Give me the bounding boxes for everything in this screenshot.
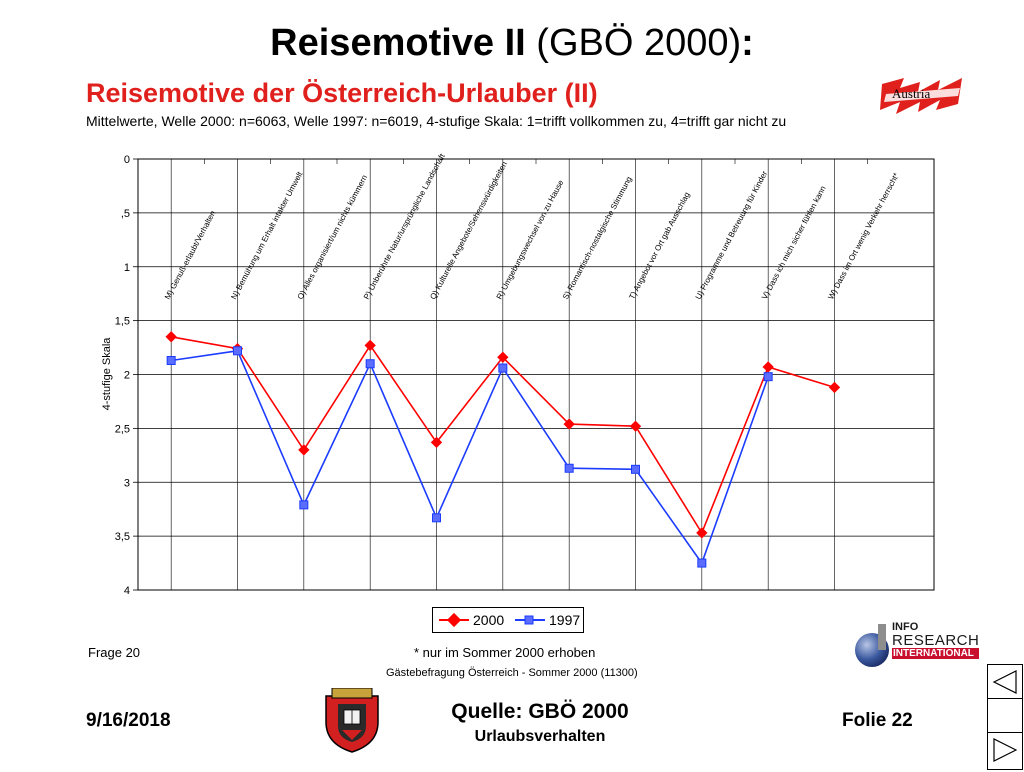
point-marker-1997 [233, 346, 242, 356]
x-category-label: S) Romantisch-nostalgische Stimmung [561, 175, 634, 301]
ir-logo-line-1: INFO [892, 621, 919, 633]
y-tick-label: 3,5 [115, 531, 130, 543]
info-research-logo: INFO RESEARCH INTERNATIONAL [852, 622, 980, 670]
legend-marker-1997 [524, 615, 534, 625]
y-tick-label: 2 [124, 370, 130, 382]
triangle-right-icon [993, 738, 1018, 762]
austria-logo: Austria [878, 74, 966, 116]
legend-label-1997: 1997 [549, 612, 580, 628]
y-tick-label: 1,5 [115, 316, 130, 328]
slide-title: Reisemotive II (GBÖ 2000): [0, 22, 1024, 65]
legend-marker-2000 [446, 612, 462, 628]
footnote-text: * nur im Sommer 2000 erhoben [414, 645, 596, 660]
x-category-label: W) Dass im Ort wenig Verkehr herrscht* [826, 172, 901, 301]
y-tick-label: 4 [124, 585, 130, 597]
point-marker-2000 [762, 361, 774, 373]
x-category-label: Q) Kulturelle Angebote/Sehenswürdigkeite… [428, 160, 509, 301]
y-tick-label: 1 [124, 262, 130, 274]
y-axis-ticks: 0 ,5 1 1,5 2 2,5 3 3,5 4 [115, 154, 138, 597]
ir-logo-line-3: INTERNATIONAL [892, 648, 980, 659]
footer-date: 9/16/2018 [86, 710, 171, 731]
question-ref: Frage 20 [88, 645, 141, 660]
austria-logo-text: Austria [892, 86, 931, 101]
series-markers [165, 331, 841, 568]
point-marker-2000 [629, 420, 642, 432]
nav-next-button[interactable] [988, 733, 1022, 767]
point-marker-1997 [564, 463, 574, 473]
nav-first-button[interactable] [988, 665, 1022, 699]
y-axis-label: 4-stufige Skala [101, 337, 113, 411]
x-category-label: P) Unberührte Natur/ursprüngliche Landsc… [362, 152, 447, 301]
point-marker-1997 [365, 359, 375, 369]
slide-navigation [987, 664, 1023, 770]
x-category-label: O) Alles organisiert/um nichts kümmern [296, 173, 369, 300]
x-axis-labels: M) Genuß-erlaubt/Verhalten N) Bemühung um… [163, 152, 901, 301]
point-marker-1997 [432, 513, 441, 523]
y-tick-label: ,5 [121, 208, 130, 220]
point-marker-2000 [696, 527, 708, 539]
point-marker-1997 [697, 558, 707, 568]
x-category-label: V) Dass ich mich sicher fühlen kann [760, 184, 828, 301]
y-tick-label: 0 [124, 154, 130, 166]
point-marker-2000 [165, 331, 177, 343]
point-marker-2000 [497, 351, 509, 363]
x-category-label: U) Programme und Betreuung für Kinder [694, 169, 770, 301]
legend-svg: 2000 1997 [439, 612, 580, 628]
triangle-left-icon [992, 670, 1017, 694]
point-marker-1997 [631, 464, 640, 474]
series-line-1997 [171, 349, 769, 565]
point-marker-1997 [299, 500, 309, 510]
chart-subtitle: Mittelwerte, Welle 2000: n=6063, Welle 1… [86, 113, 787, 129]
legend-label-2000: 2000 [473, 612, 504, 628]
ir-logo-text: INFO RESEARCH INTERNATIONAL [892, 621, 980, 659]
y-tick-label: 2,5 [115, 423, 130, 435]
point-marker-2000 [563, 418, 575, 430]
x-category-label: R) Umgebungswechsel von zu Hause [495, 178, 566, 301]
x-category-label: N) Bemühung um Erhalt intakter Umwelt [229, 170, 305, 301]
footer-source-block: Quelle: GBÖ 2000 Urlaubsverhalten [330, 700, 750, 746]
slide-title-colon: : [741, 22, 754, 64]
point-marker-1997 [166, 355, 176, 365]
chart-legend: 2000 1997 [432, 607, 584, 633]
vertical-grid [137, 159, 935, 590]
point-marker-2000 [430, 436, 443, 449]
footer-source: Quelle: GBÖ 2000 [451, 700, 629, 723]
nav-home-button[interactable] [988, 699, 1022, 733]
chart-area: 0 ,5 1 1,5 2 2,5 3 3,5 4 M) Genuß-erlaubt/Verhal… [101, 152, 935, 597]
austria-flag-icon [880, 78, 962, 114]
footer-page-number: Folie 22 [842, 710, 913, 731]
x-category-label: T) Angebot vor Ort gab Ausschlag [627, 191, 691, 301]
slide-title-rest: (GBÖ 2000) [525, 22, 742, 64]
point-marker-2000 [298, 444, 310, 456]
ir-logo-line-2: RESEARCH [892, 632, 980, 649]
y-tick-label: 3 [124, 477, 130, 489]
point-marker-1997 [498, 363, 508, 373]
slide-title-bold: Reisemotive II [270, 22, 526, 64]
point-marker-2000 [364, 339, 376, 352]
survey-note: Gästebefragung Österreich - Sommer 2000 … [386, 667, 638, 679]
chart-title: Reisemotive der Österreich-Urlauber (II) [86, 78, 598, 108]
point-marker-2000 [828, 381, 841, 394]
footer-topic: Urlaubsverhalten [474, 728, 606, 745]
point-marker-1997 [763, 372, 773, 382]
globe-icon [855, 624, 889, 667]
